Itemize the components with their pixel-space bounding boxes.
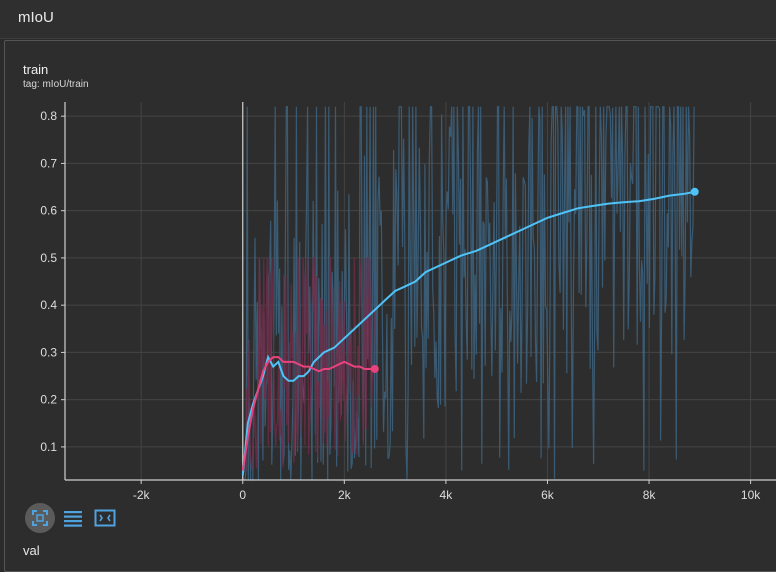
chart-card [4,40,776,572]
lines-icon [64,511,82,527]
series-line-0 [241,190,695,476]
x-tick-label: 2k [338,488,352,500]
next-card-title: val [23,543,40,558]
y-tick-label: 0.3 [40,345,57,359]
y-tick-label: 0.1 [40,440,57,454]
expand-icon [32,510,48,526]
card-tag: tag: mIoU/train [23,79,89,90]
section-header: mIoU [0,0,776,39]
series-endpoint-1 [370,364,379,373]
y-tick-label: 0.7 [40,156,57,170]
x-tick-label: 0 [239,488,246,500]
y-tick-label: 0.2 [40,393,57,407]
fit-domain-button[interactable] [90,503,120,533]
series-line-1 [241,356,375,471]
chart-svg[interactable]: -2k 0 2k 4k 6k 8k 10k 0.1 0.2 0.3 0.4 0.5 0.6 0.7 0.8 [0,0,776,500]
y-tick-label: 0.6 [40,204,57,218]
expand-button[interactable] [25,503,55,533]
y-tick-label: 0.5 [40,251,57,265]
x-tick-label: 6k [541,488,555,500]
x-tick-label: 10k [741,488,761,500]
section-title: mIoU [18,9,54,26]
x-tick-label: 4k [440,488,454,500]
y-tick-label: 0.4 [40,298,57,312]
y-tick-label: 0.8 [40,109,57,123]
series-endpoint-0 [690,187,699,196]
raw-series-1 [242,257,375,472]
card-title: train [23,62,49,77]
raw-series-0 [242,106,695,481]
x-tick-label: 8k [643,488,657,500]
toggle-log-button[interactable] [58,503,88,533]
fit-domain-icon [94,509,116,527]
x-tick-label: -2k [133,488,151,500]
